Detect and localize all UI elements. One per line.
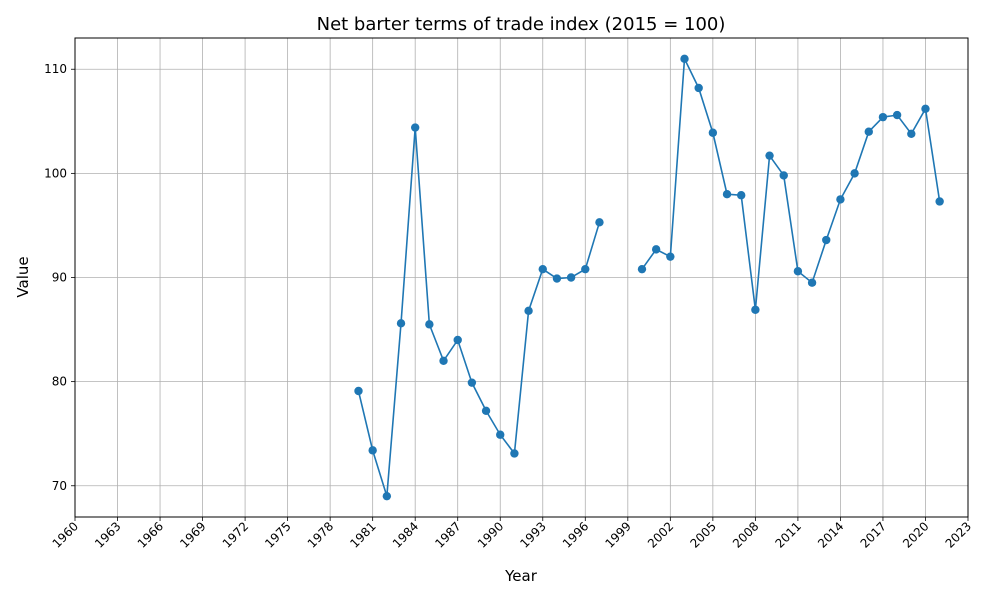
data-point bbox=[651, 245, 661, 254]
data-point bbox=[666, 252, 675, 261]
data-point bbox=[708, 128, 718, 137]
data-point bbox=[722, 189, 732, 199]
x-tick-label: 1960 bbox=[50, 519, 81, 550]
data-point bbox=[453, 335, 462, 345]
data-point bbox=[892, 110, 902, 120]
chart-title: Net barter terms of trade index (2015 = … bbox=[317, 14, 726, 35]
data-point bbox=[737, 191, 746, 200]
data-point bbox=[439, 356, 448, 366]
y-tick-label: 110 bbox=[44, 62, 67, 76]
data-point bbox=[907, 129, 916, 138]
x-axis: 1960 1963 1966 1969 1972 1975 1978 1981 1984 1987… bbox=[50, 517, 974, 551]
data-point bbox=[467, 378, 477, 387]
data-point bbox=[864, 127, 873, 136]
series-layer bbox=[354, 54, 944, 501]
y-tick-label: 90 bbox=[52, 271, 67, 285]
x-tick-label: 2017 bbox=[858, 519, 889, 550]
series-line bbox=[357, 127, 601, 497]
series-line bbox=[641, 55, 941, 310]
x-tick-label: 1996 bbox=[560, 519, 591, 550]
x-tick-label: 2011 bbox=[773, 519, 804, 550]
data-point bbox=[581, 264, 590, 274]
data-point bbox=[396, 319, 406, 328]
data-point bbox=[524, 306, 533, 316]
x-tick-label: 2020 bbox=[900, 519, 931, 550]
data-point bbox=[595, 218, 604, 227]
x-tick-label: 2023 bbox=[943, 519, 974, 550]
x-tick-label: 1972 bbox=[220, 519, 251, 550]
y-axis-label: Value bbox=[14, 256, 32, 297]
x-tick-label: 1990 bbox=[475, 519, 506, 550]
data-point bbox=[410, 123, 420, 132]
data-point bbox=[694, 83, 703, 93]
data-point bbox=[935, 197, 944, 206]
data-point bbox=[878, 112, 888, 122]
x-tick-label: 1999 bbox=[602, 519, 633, 550]
data-point bbox=[382, 491, 392, 501]
data-point bbox=[425, 320, 434, 329]
x-tick-label: 1963 bbox=[92, 519, 123, 550]
x-axis-label: Year bbox=[504, 567, 538, 585]
data-point bbox=[680, 54, 689, 64]
y-tick-label: 100 bbox=[44, 166, 67, 180]
y-tick-label: 80 bbox=[52, 375, 67, 389]
data-point bbox=[496, 430, 505, 439]
data-point bbox=[481, 406, 491, 415]
data-point bbox=[637, 264, 647, 274]
x-tick-label: 1969 bbox=[177, 519, 208, 550]
x-tick-label: 2014 bbox=[815, 519, 846, 550]
data-point bbox=[368, 446, 377, 455]
x-tick-label: 1987 bbox=[432, 519, 463, 550]
data-point bbox=[751, 305, 760, 314]
x-tick-label: 1966 bbox=[135, 519, 166, 550]
data-point bbox=[765, 151, 774, 160]
x-tick-label: 2002 bbox=[645, 519, 676, 550]
x-tick-label: 1984 bbox=[390, 519, 421, 550]
data-point bbox=[807, 278, 817, 287]
y-axis: 70 80 90 100 110 bbox=[44, 62, 75, 493]
x-tick-label: 1978 bbox=[305, 519, 336, 550]
data-point bbox=[510, 449, 519, 458]
y-tick-label: 70 bbox=[52, 479, 67, 493]
data-point bbox=[552, 274, 562, 283]
data-point bbox=[566, 273, 576, 282]
x-tick-label: 1981 bbox=[347, 519, 378, 550]
data-point bbox=[822, 235, 831, 245]
data-point bbox=[793, 267, 803, 276]
x-tick-label: 2005 bbox=[687, 519, 718, 550]
x-tick-label: 1993 bbox=[517, 519, 548, 550]
data-point bbox=[850, 169, 859, 178]
data-point bbox=[836, 195, 845, 204]
x-tick-label: 2008 bbox=[730, 519, 761, 550]
data-point bbox=[354, 386, 363, 396]
x-tick-label: 1975 bbox=[262, 519, 293, 550]
data-point bbox=[538, 264, 547, 274]
data-point bbox=[779, 171, 788, 180]
data-point bbox=[921, 104, 930, 114]
grid bbox=[74, 38, 969, 517]
